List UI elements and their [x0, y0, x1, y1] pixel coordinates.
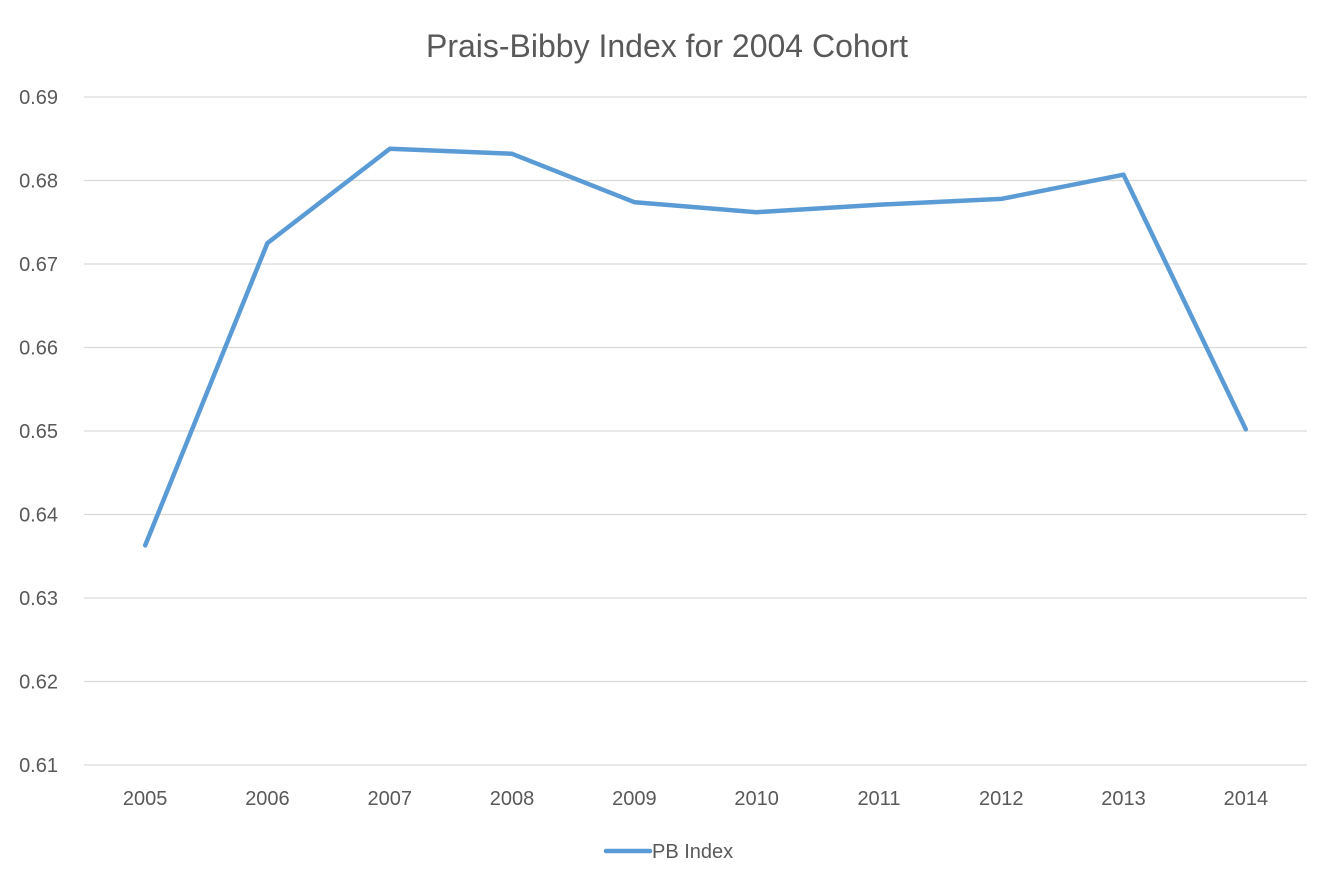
data-point	[999, 197, 1003, 201]
y-tick-label: 0.66	[19, 338, 58, 360]
data-point	[1244, 427, 1248, 431]
legend-label: PB Index	[652, 841, 733, 863]
data-point	[388, 147, 392, 151]
series-line	[142, 146, 1249, 548]
y-tick-label: 0.69	[19, 87, 58, 109]
y-tick-label: 0.62	[19, 672, 58, 694]
x-tick-label: 2007	[368, 788, 413, 810]
data-point	[265, 241, 269, 245]
y-axis-tick-labels: 0.61 0.62 0.63 0.64 0.65 0.66 0.67 0.68 0.69	[19, 87, 58, 777]
x-tick-label: 2014	[1224, 788, 1269, 810]
x-tick-label: 2005	[123, 788, 168, 810]
x-tick-label: 2009	[612, 788, 657, 810]
gridlines	[84, 96, 1307, 766]
x-tick-label: 2006	[245, 788, 290, 810]
legend: PB Index	[603, 841, 733, 863]
x-axis-tick-labels: 2005 2006 2007 2008 2009 2010 2011 2012 2013 2014	[123, 788, 1268, 810]
x-tick-label: 2008	[490, 788, 535, 810]
data-point	[143, 543, 147, 547]
x-tick-label: 2010	[734, 788, 779, 810]
x-tick-label: 2011	[857, 788, 900, 810]
y-tick-label: 0.64	[19, 505, 58, 527]
data-point	[632, 200, 636, 204]
x-tick-label: 2013	[1101, 788, 1146, 810]
y-tick-label: 0.63	[19, 588, 58, 610]
data-point	[877, 203, 881, 207]
y-tick-label: 0.67	[19, 254, 58, 276]
x-tick-label: 2012	[979, 788, 1024, 810]
data-point	[1121, 172, 1125, 176]
data-point	[510, 152, 514, 156]
y-tick-label: 0.65	[19, 421, 58, 443]
chart-title: Prais-Bibby Index for 2004 Cohort	[426, 28, 908, 64]
y-tick-label: 0.61	[19, 755, 58, 777]
y-tick-label: 0.68	[19, 171, 58, 193]
series-lines	[142, 146, 1249, 548]
data-point	[754, 210, 758, 214]
